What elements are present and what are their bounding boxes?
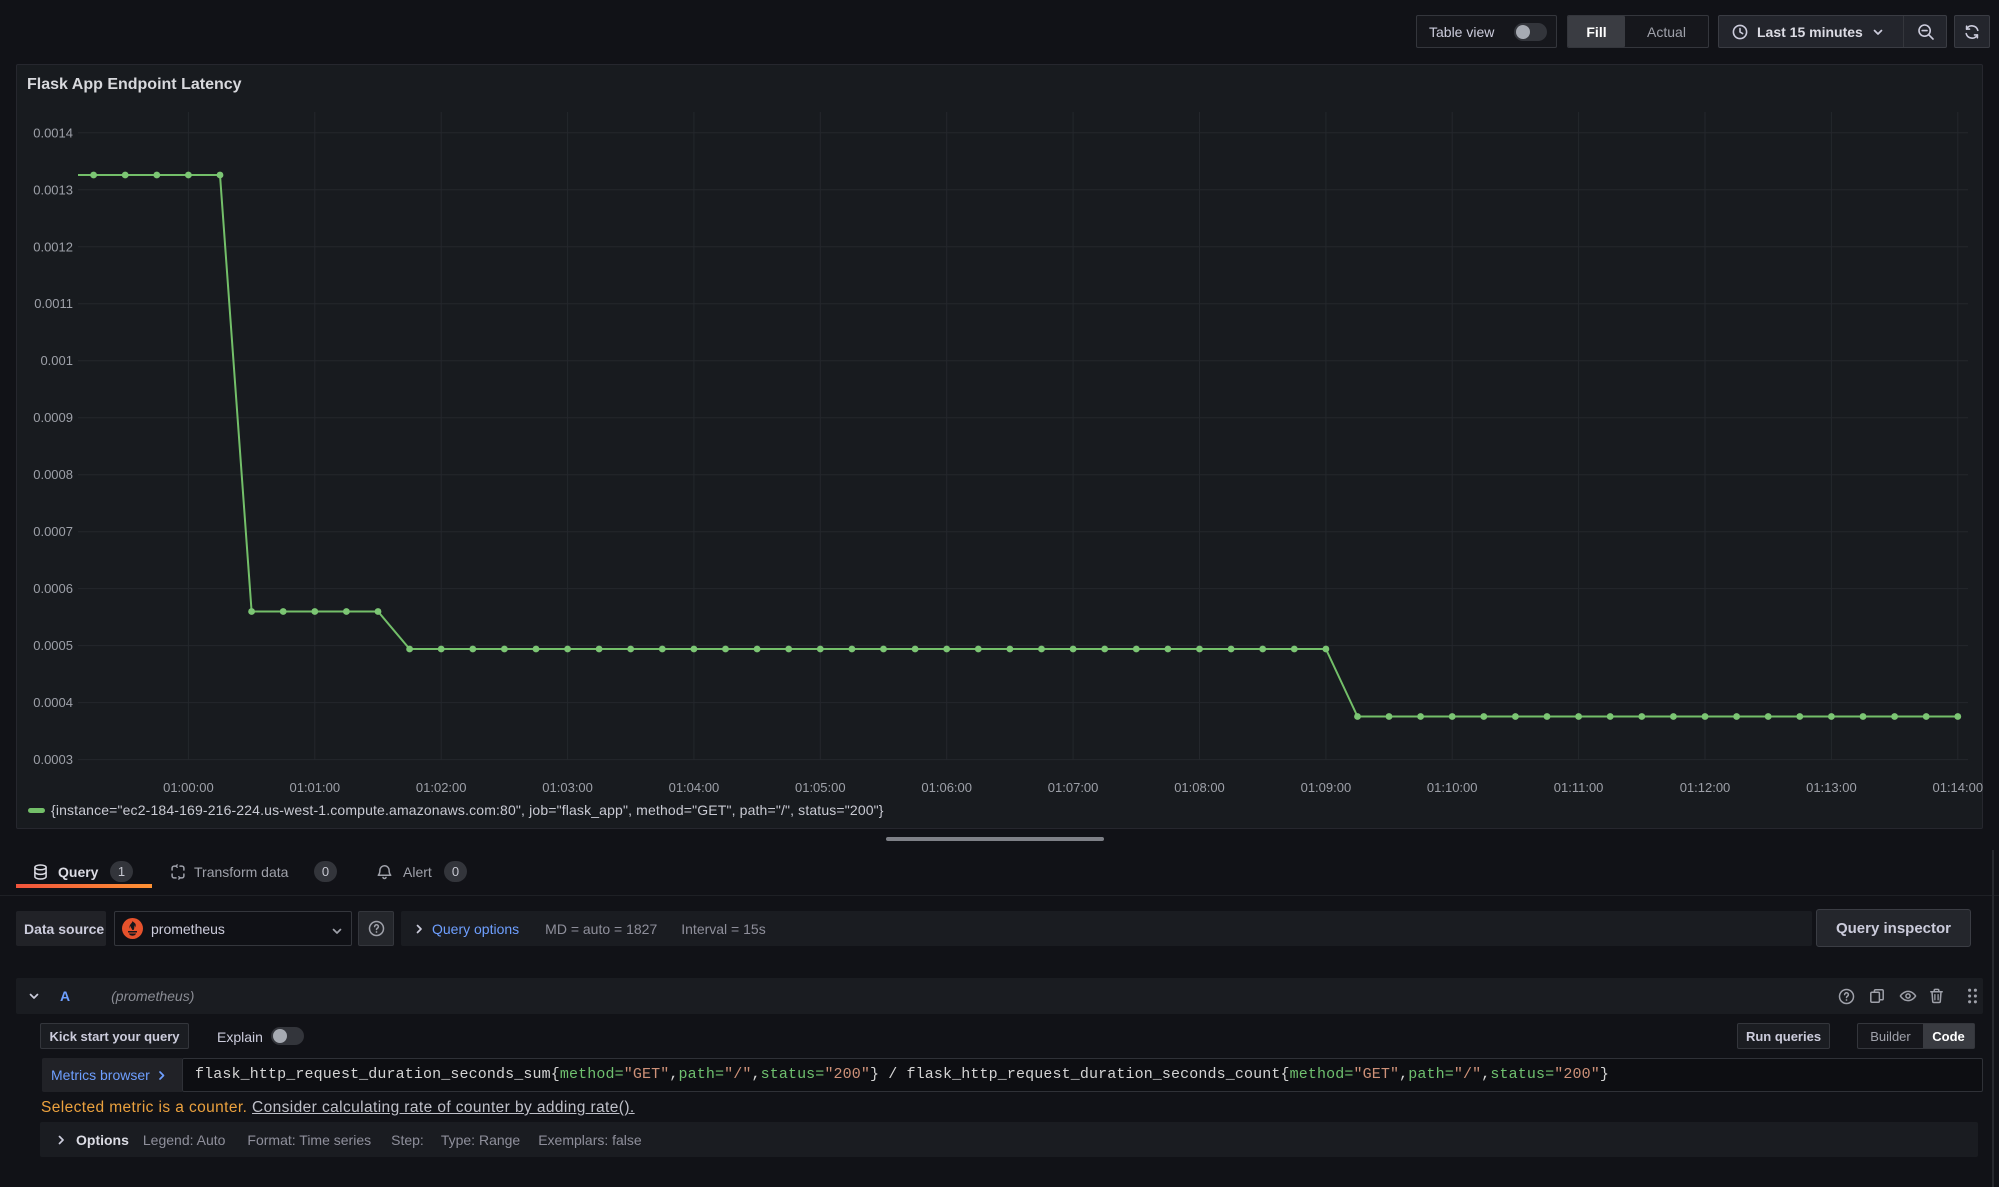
svg-text:0.0009: 0.0009 (33, 410, 73, 425)
svg-text:01:10:00: 01:10:00 (1427, 780, 1478, 795)
svg-text:0.0004: 0.0004 (33, 695, 73, 710)
svg-text:01:09:00: 01:09:00 (1301, 780, 1352, 795)
svg-text:01:03:00: 01:03:00 (542, 780, 593, 795)
svg-text:0.0007: 0.0007 (33, 524, 73, 539)
svg-text:0.0006: 0.0006 (33, 581, 73, 596)
svg-text:01:05:00: 01:05:00 (795, 780, 846, 795)
svg-text:0.0013: 0.0013 (33, 182, 73, 197)
svg-text:01:04:00: 01:04:00 (669, 780, 720, 795)
svg-text:01:06:00: 01:06:00 (921, 780, 972, 795)
svg-text:01:11:00: 01:11:00 (1554, 780, 1604, 795)
svg-text:01:01:00: 01:01:00 (289, 780, 340, 795)
svg-text:0.0014: 0.0014 (33, 125, 73, 140)
svg-text:01:07:00: 01:07:00 (1048, 780, 1099, 795)
svg-text:0.0005: 0.0005 (33, 638, 73, 653)
svg-text:0.0012: 0.0012 (33, 239, 73, 254)
svg-text:0.001: 0.001 (40, 353, 73, 368)
svg-text:0.0003: 0.0003 (33, 752, 73, 767)
svg-text:01:13:00: 01:13:00 (1806, 780, 1857, 795)
svg-text:0.0008: 0.0008 (33, 467, 73, 482)
svg-text:01:00:00: 01:00:00 (163, 780, 214, 795)
svg-text:01:02:00: 01:02:00 (416, 780, 467, 795)
svg-text:01:08:00: 01:08:00 (1174, 780, 1225, 795)
svg-text:01:14:00: 01:14:00 (1932, 780, 1983, 795)
svg-text:0.0011: 0.0011 (34, 296, 73, 311)
svg-text:01:12:00: 01:12:00 (1680, 780, 1731, 795)
